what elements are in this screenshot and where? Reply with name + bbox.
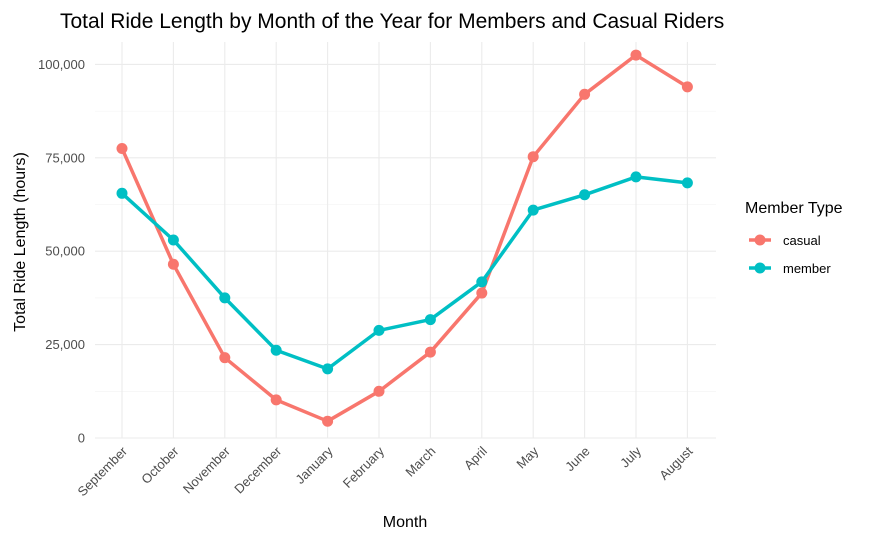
y-axis-tick-labels: 0 25,000 50,000 75,000 100,000	[38, 57, 85, 446]
data-point-casual	[630, 49, 642, 61]
minor-gridlines	[95, 110, 716, 392]
x-tick-label: November	[180, 443, 233, 496]
y-tick-label: 100,000	[38, 57, 85, 72]
data-point-casual	[167, 258, 179, 270]
x-tick-label: December	[231, 443, 284, 496]
data-point-member	[116, 187, 128, 199]
data-point-casual	[579, 88, 591, 100]
y-tick-label: 0	[78, 431, 85, 446]
x-tick-label: June	[562, 444, 593, 475]
x-tick-label: July	[617, 443, 644, 470]
data-point-member	[167, 234, 179, 246]
y-tick-label: 25,000	[45, 337, 85, 352]
data-point-member	[476, 276, 488, 288]
legend-marker	[754, 234, 766, 246]
data-point-member	[424, 314, 436, 326]
data-point-member	[630, 171, 642, 183]
series-points	[116, 49, 693, 427]
data-point-member	[527, 204, 539, 216]
x-tick-label: October	[138, 443, 182, 487]
data-point-casual	[527, 151, 539, 163]
data-point-member	[373, 324, 385, 336]
x-axis-title: Month	[383, 514, 427, 531]
data-point-casual	[476, 287, 488, 299]
data-point-member	[322, 363, 334, 375]
data-point-casual	[424, 346, 436, 358]
x-tick-label: January	[292, 443, 336, 487]
data-point-casual	[219, 352, 231, 364]
data-point-member	[681, 177, 693, 189]
x-tick-label: September	[75, 443, 131, 499]
data-point-casual	[681, 81, 693, 93]
data-point-member	[270, 344, 282, 356]
x-tick-label: April	[461, 443, 490, 472]
legend-label: casual	[783, 233, 821, 248]
data-point-casual	[270, 394, 282, 406]
legend-label: member	[783, 261, 831, 276]
data-point-casual	[373, 385, 385, 397]
x-tick-label: August	[656, 443, 695, 482]
legend-marker	[754, 262, 766, 274]
legend-item-member: member	[749, 261, 831, 276]
legend-item-casual: casual	[749, 233, 821, 248]
x-tick-label: May	[513, 443, 541, 471]
y-tick-label: 75,000	[45, 150, 85, 165]
legend-title: Member Type	[745, 200, 843, 217]
legend-items: casual member	[749, 233, 831, 276]
y-tick-label: 50,000	[45, 244, 85, 259]
chart-title: Total Ride Length by Month of the Year f…	[60, 10, 724, 33]
data-point-member	[219, 292, 231, 304]
data-point-casual	[116, 142, 128, 154]
x-tick-label: February	[340, 443, 388, 491]
major-gridlines	[95, 42, 716, 439]
legend: Member Type casual member	[745, 200, 843, 276]
x-tick-label: March	[402, 444, 438, 480]
data-point-member	[579, 189, 591, 201]
data-point-casual	[322, 415, 334, 427]
series-line-member	[120, 175, 690, 371]
series-lines	[120, 53, 690, 423]
series-line-casual	[120, 53, 690, 423]
y-axis-title: Total Ride Length (hours)	[12, 152, 29, 332]
